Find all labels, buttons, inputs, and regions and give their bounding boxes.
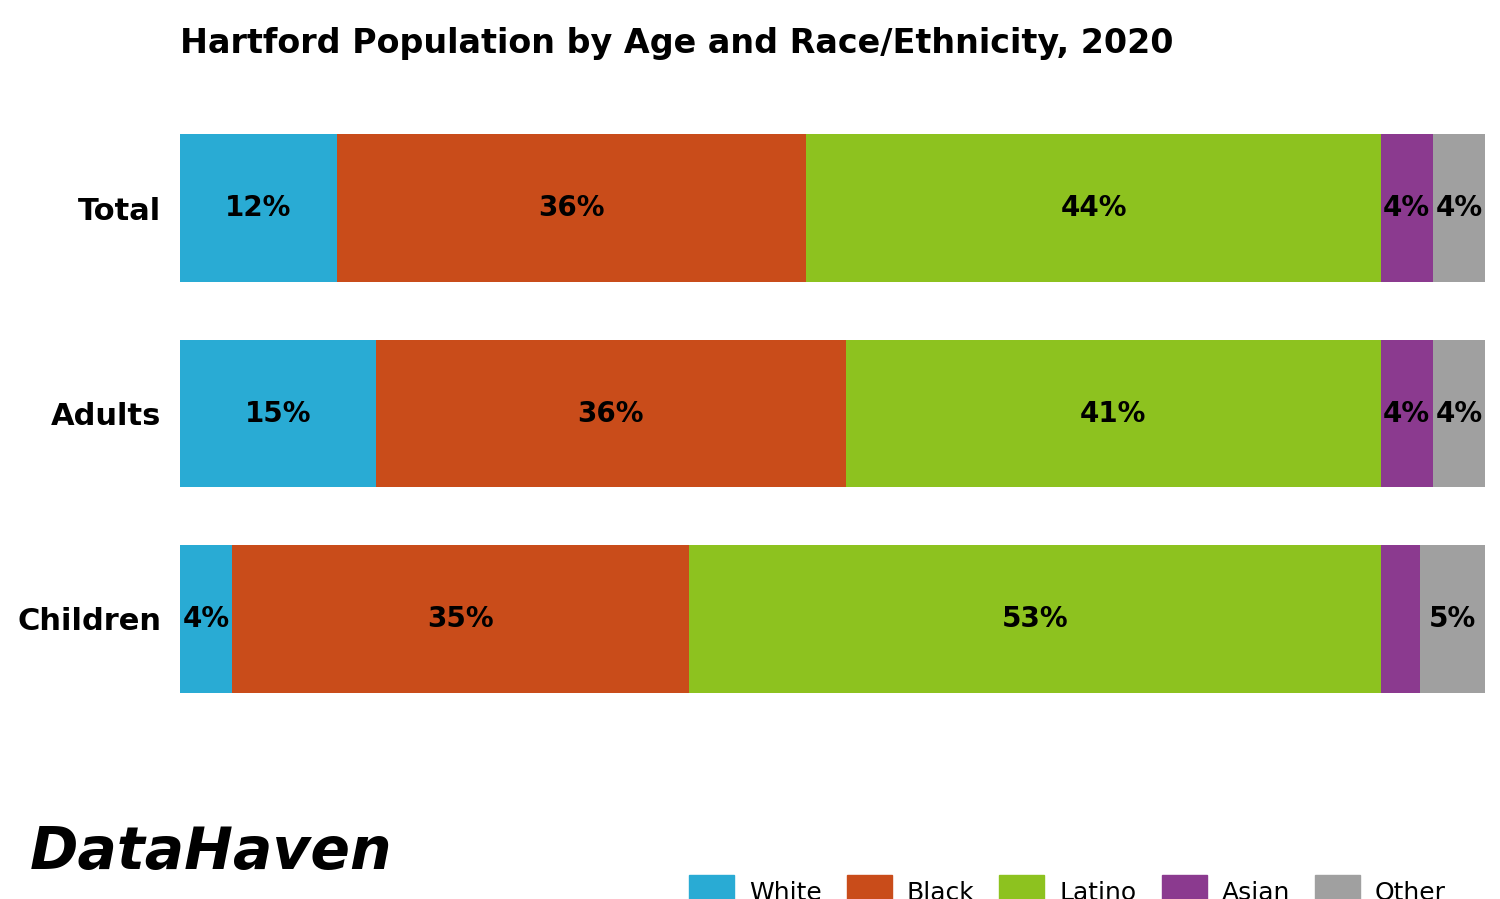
Text: 36%: 36% (538, 194, 604, 222)
Bar (846, 340, 1380, 487)
Bar (1432, 134, 1485, 282)
Bar (1380, 545, 1420, 693)
Text: Hartford Population by Age and Race/Ethnicity, 2020: Hartford Population by Age and Race/Ethn… (180, 27, 1173, 60)
Text: 36%: 36% (578, 399, 644, 428)
Text: 4%: 4% (1436, 194, 1482, 222)
Text: 41%: 41% (1080, 399, 1146, 428)
Bar (232, 545, 688, 693)
Text: 12%: 12% (225, 194, 291, 222)
Bar (180, 545, 232, 693)
Bar (375, 340, 846, 487)
Bar (688, 545, 1380, 693)
Text: 4%: 4% (1436, 399, 1482, 428)
Text: 4%: 4% (183, 605, 230, 633)
Bar (1380, 340, 1432, 487)
Text: 35%: 35% (427, 605, 494, 633)
Text: 15%: 15% (244, 399, 310, 428)
Text: 4%: 4% (1383, 194, 1431, 222)
Text: DataHaven: DataHaven (30, 824, 393, 881)
Text: 44%: 44% (1060, 194, 1126, 222)
Bar (1432, 340, 1485, 487)
Text: 5%: 5% (1428, 605, 1476, 633)
Text: 4%: 4% (1383, 399, 1431, 428)
Bar (180, 340, 375, 487)
Bar (1380, 134, 1432, 282)
Bar (180, 134, 336, 282)
Legend: White, Black, Latino, Asian, Other: White, Black, Latino, Asian, Other (680, 865, 1456, 899)
Bar (1419, 545, 1485, 693)
Text: 53%: 53% (1002, 605, 1068, 633)
Bar (807, 134, 1380, 282)
Bar (336, 134, 807, 282)
